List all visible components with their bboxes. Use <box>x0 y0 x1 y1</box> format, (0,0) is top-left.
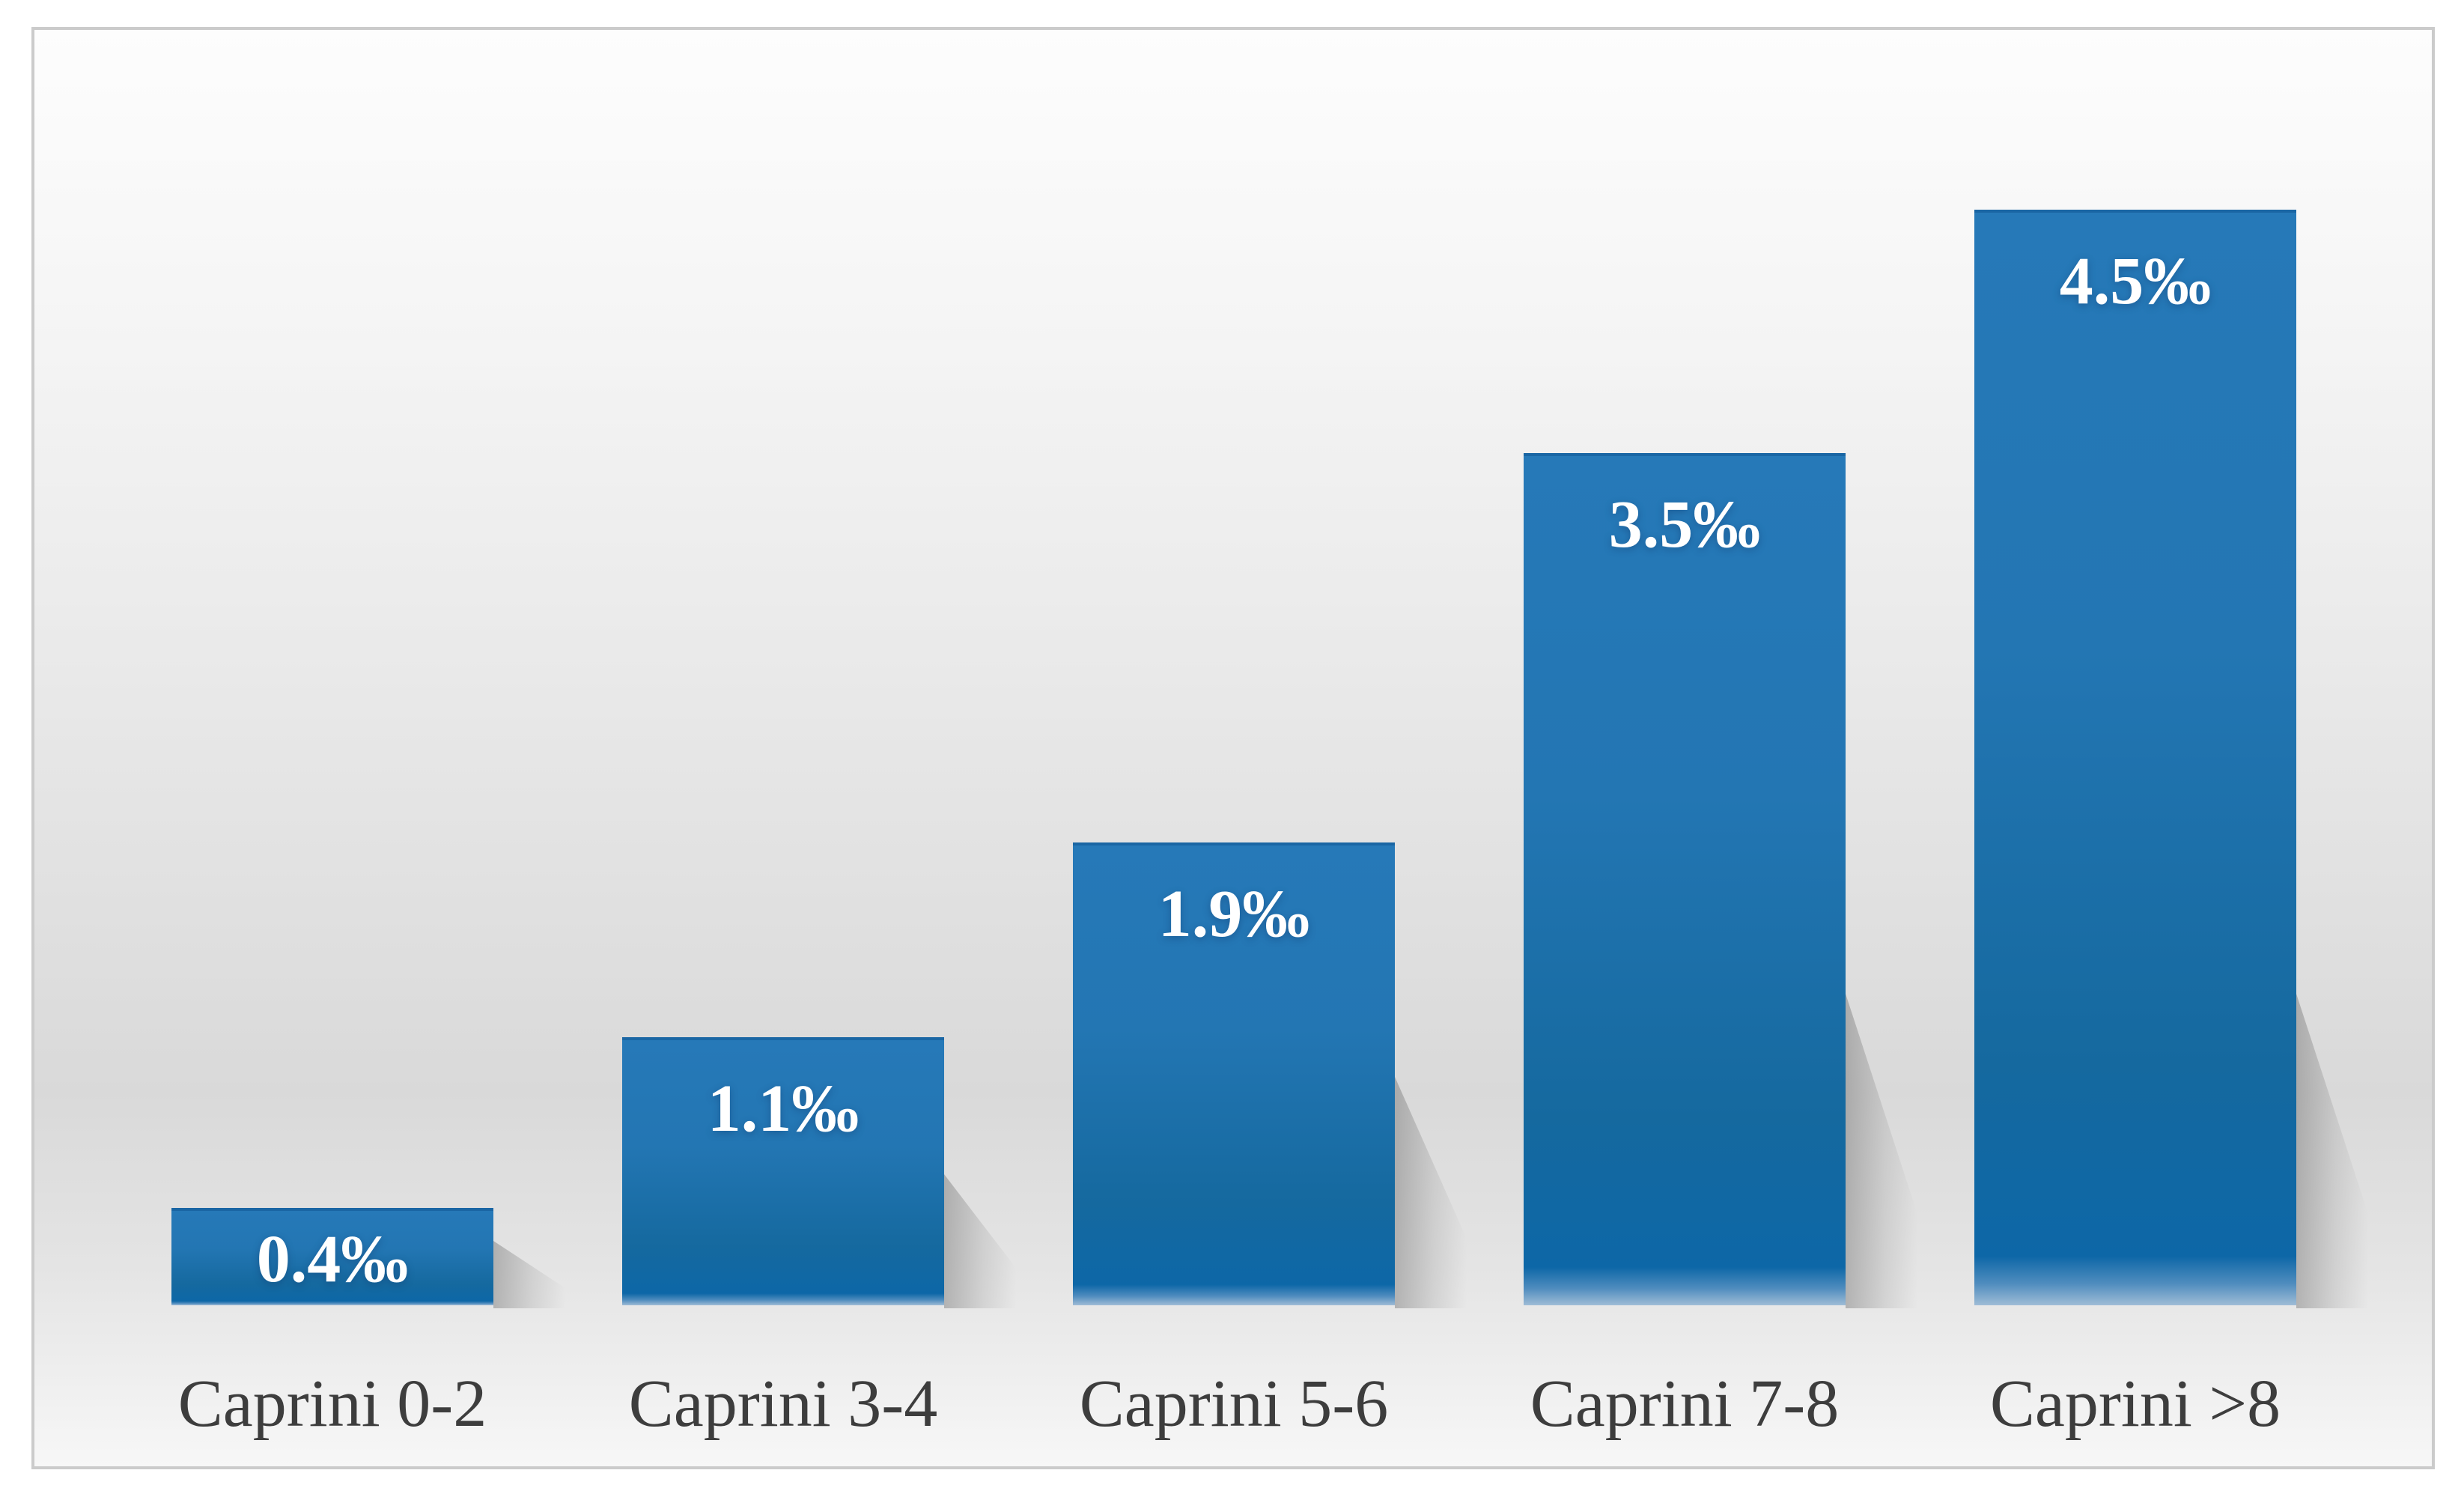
x-axis-label-caprini-7-8: Caprini 7-8 <box>1530 1367 1840 1441</box>
bar-value-label: 3.5‰ <box>1608 488 1761 562</box>
bar-value-label: 0.4‰ <box>256 1222 409 1296</box>
bar-shadow <box>493 1241 565 1308</box>
bar-value-label: 1.1‰ <box>707 1072 860 1146</box>
bar-shadow <box>944 1174 1016 1308</box>
bar-caprini-0-2: 0.4‰ <box>171 1208 565 1308</box>
x-axis-label-caprini-0-2: Caprini 0-2 <box>177 1367 487 1441</box>
x-axis-label-caprini-5-6: Caprini 5-6 <box>1079 1367 1389 1441</box>
bar-shadow <box>1846 994 1917 1308</box>
bar-caprini-8: 4.5‰ <box>1974 210 2368 1308</box>
chart-frame: 0.4‰ Caprini 0-2 1.1‰ Caprini 3-4 1.9‰ Caprin… <box>31 27 2435 1469</box>
plot-area: 0.4‰ Caprini 0-2 1.1‰ Caprini 3-4 1.9‰ Caprin… <box>34 30 2432 1466</box>
x-axis-label-caprini-3-4: Caprini 3-4 <box>628 1367 938 1441</box>
bar-caprini-5-6: 1.9‰ <box>1073 842 1467 1308</box>
bar-shadow <box>2296 994 2368 1308</box>
bar-value-label: 4.5‰ <box>2059 244 2212 318</box>
bar-value-label: 1.9‰ <box>1158 877 1310 951</box>
bar-caprini-3-4: 1.1‰ <box>622 1037 1016 1308</box>
bar-shadow <box>1395 1077 1467 1308</box>
bar-caprini-7-8: 3.5‰ <box>1524 453 1917 1308</box>
x-axis-label-caprini-8: Caprini >8 <box>1989 1367 2281 1441</box>
